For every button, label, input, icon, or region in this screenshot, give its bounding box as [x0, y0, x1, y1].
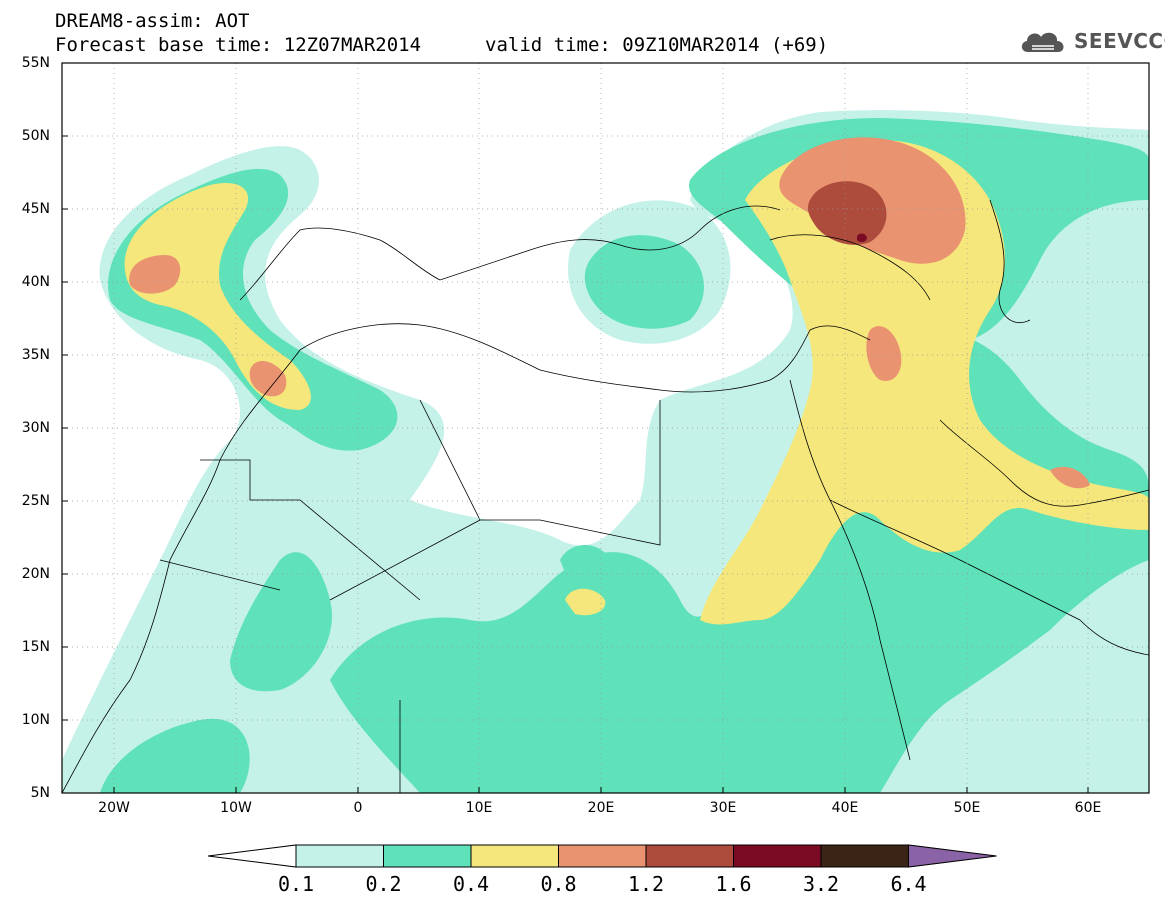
colorbar-swatch [733, 844, 822, 868]
lat-label: 40N [21, 274, 50, 290]
lon-label: 10E [465, 800, 493, 816]
lon-label: 30E [709, 800, 737, 816]
lon-label: 0 [353, 800, 363, 816]
lat-label: 25N [21, 493, 50, 509]
colorbar-swatch [558, 844, 647, 868]
lat-label: 55N [21, 55, 50, 71]
lon-label: 20W [98, 800, 130, 816]
grid [62, 63, 1149, 793]
lat-label: 10N [21, 712, 50, 728]
colorbar-swatch [820, 844, 909, 868]
aot-field [62, 110, 1149, 793]
lat-label: 30N [21, 420, 50, 436]
lon-label: 10W [220, 800, 252, 816]
colorbar-level-label: 0.8 [540, 872, 577, 896]
lat-label: 35N [21, 347, 50, 363]
colorbar-under-triangle [207, 844, 297, 868]
colorbar-swatch [383, 844, 472, 868]
colorbar-level-label: 1.2 [627, 872, 665, 896]
colorbar-level-label: 6.4 [890, 872, 927, 896]
lon-label: 40E [831, 800, 859, 816]
aot-level-1.2 [807, 181, 887, 245]
lat-label: 5N [30, 785, 50, 801]
lat-label: 20N [21, 566, 50, 582]
colorbar-level-label: 0.1 [277, 872, 315, 896]
lat-label: 15N [21, 639, 50, 655]
colorbar-level-label: 0.4 [452, 872, 490, 896]
colorbar-level-label: 3.2 [802, 872, 840, 896]
valid-time: valid time: 09Z10MAR2014 (+69) [485, 34, 829, 56]
model-title: DREAM8-assim: AOT [55, 10, 250, 32]
colorbar [207, 844, 997, 868]
lat-label: 50N [21, 128, 50, 144]
coastlines [62, 199, 1149, 793]
aot-level-1.6 [857, 233, 867, 243]
colorbar-swatch [470, 844, 559, 868]
seevccc-logo: SEEVCCC [1018, 24, 1165, 58]
base-time: Forecast base time: 12Z07MAR2014 [55, 34, 422, 56]
colorbar-over-triangle [908, 844, 997, 868]
colorbar-level-label: 1.6 [715, 872, 752, 896]
colorbar-swatch [295, 844, 384, 868]
colorbar-swatch [645, 844, 734, 868]
colorbar-level-label: 0.2 [365, 872, 402, 896]
lat-label: 45N [21, 201, 50, 217]
lon-label: 60E [1074, 800, 1102, 816]
lon-label: 50E [953, 800, 981, 816]
logo-text: SEEVCCC [1074, 29, 1165, 53]
lon-label: 20E [587, 800, 615, 816]
aot-level-0.4 [124, 140, 1149, 625]
cloud-icon [1021, 32, 1064, 52]
axis-ticks [62, 62, 1089, 793]
